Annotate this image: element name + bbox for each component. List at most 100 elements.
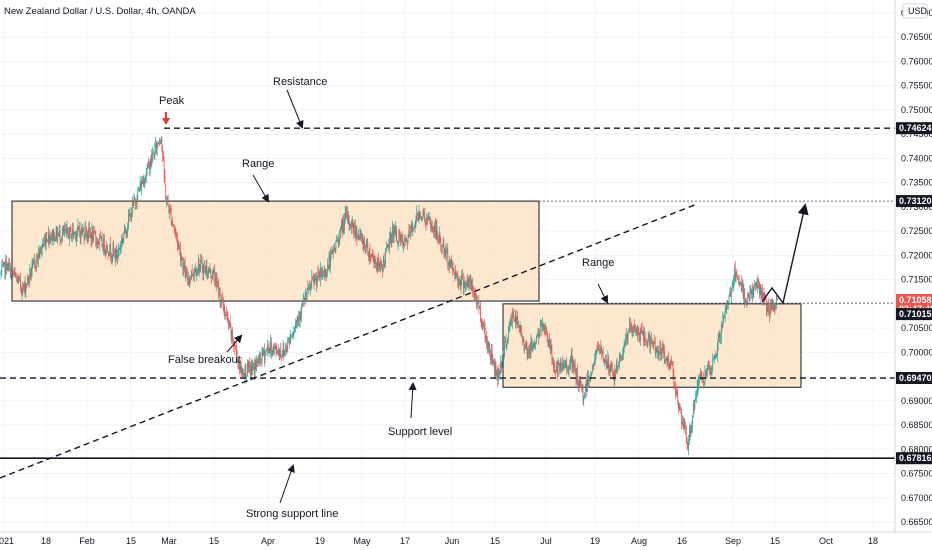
candle-body <box>739 283 741 285</box>
candle-body <box>367 241 369 252</box>
price-tag[interactable] <box>896 308 932 321</box>
candle-body <box>68 232 69 239</box>
candle-body <box>567 369 569 371</box>
candle-body <box>57 234 59 239</box>
candle-body <box>110 244 111 256</box>
candle-body <box>51 237 52 241</box>
candle-body <box>315 277 317 280</box>
candle-body <box>6 260 7 271</box>
candle-body <box>362 237 364 249</box>
x-tick-label: Jun <box>445 536 460 546</box>
candle-body <box>72 228 73 236</box>
candle-body <box>138 189 140 191</box>
candle-body <box>770 306 772 309</box>
candle-body <box>515 314 517 323</box>
candle-body <box>660 345 662 355</box>
candle-body <box>15 274 17 278</box>
candle-body <box>593 364 595 366</box>
price-tag[interactable] <box>896 122 932 135</box>
candle-body <box>586 380 588 391</box>
candle-body <box>265 350 267 352</box>
candle-body <box>34 260 35 262</box>
candle-body <box>536 338 537 343</box>
x-tick-label: May <box>353 536 371 546</box>
candle-body <box>262 349 264 356</box>
candle-body <box>519 325 521 332</box>
candle-body <box>467 279 469 287</box>
candle-body <box>600 346 602 351</box>
y-tick-label: 0.73500 <box>901 178 932 188</box>
candle-body <box>411 225 413 230</box>
candle-body <box>184 264 186 278</box>
candle-body <box>542 323 544 325</box>
candle-body <box>592 365 594 367</box>
candle-body <box>120 246 122 248</box>
candle-body <box>639 337 641 341</box>
candle-body <box>79 232 81 239</box>
candle-body <box>351 221 353 223</box>
candle-body <box>91 231 93 241</box>
candle-body <box>634 330 636 333</box>
candle-body <box>514 318 515 322</box>
candle-body <box>725 309 727 313</box>
candle-body <box>216 276 218 283</box>
candle-body <box>407 234 409 244</box>
candle-body <box>320 269 322 277</box>
candle-body <box>646 341 648 346</box>
candle-body <box>247 363 249 368</box>
candle-body <box>117 254 118 258</box>
candle-body <box>98 242 100 245</box>
candle-body <box>570 355 572 357</box>
range-box-upper[interactable] <box>11 200 540 302</box>
price-tag[interactable] <box>896 452 932 465</box>
candle-body <box>614 371 616 382</box>
candle-body <box>681 413 683 425</box>
candle-body <box>381 264 383 266</box>
candle-body <box>776 295 777 307</box>
candle-body <box>540 322 542 325</box>
candle-body <box>134 198 135 201</box>
y-tick-label: 0.72500 <box>901 226 932 236</box>
candle-body <box>616 363 618 369</box>
candle-body <box>416 212 418 222</box>
ascending-trendline[interactable] <box>0 203 698 479</box>
candle-body <box>180 249 181 260</box>
candle-body <box>147 162 149 168</box>
candle-body <box>253 363 254 368</box>
candle-body <box>21 289 23 294</box>
candle-body <box>307 287 309 289</box>
candle-body <box>453 269 455 273</box>
price-tag[interactable] <box>896 372 932 385</box>
candle-body <box>105 250 107 253</box>
candle-body <box>299 314 301 321</box>
candle-body <box>661 347 663 353</box>
peak-arrow-icon <box>162 118 170 125</box>
price-tag[interactable] <box>896 195 932 208</box>
candle-body <box>218 283 219 296</box>
candle-body <box>638 333 640 338</box>
candle-body <box>222 298 223 299</box>
candle-body <box>250 365 252 375</box>
candle-body <box>767 304 769 306</box>
candle-body <box>748 294 749 297</box>
candle-body <box>440 241 442 247</box>
currency-badge[interactable] <box>902 3 928 19</box>
candle-body <box>378 259 379 267</box>
candle-body <box>604 360 606 363</box>
candle-body <box>515 314 516 322</box>
candle-body <box>476 301 478 306</box>
candle-body <box>121 240 122 247</box>
candle-body <box>228 319 230 327</box>
candle-body <box>529 349 530 353</box>
candle-body <box>196 273 198 275</box>
candle-body <box>752 288 753 295</box>
projection-arrow[interactable] <box>761 203 809 305</box>
candle-body <box>762 292 764 302</box>
candle-body <box>414 227 416 229</box>
candle-body <box>680 410 682 414</box>
y-tick-label: 0.66500 <box>901 517 932 527</box>
x-tick-label: 18 <box>868 536 878 546</box>
candle-body <box>69 227 70 239</box>
candle-body <box>640 329 641 341</box>
